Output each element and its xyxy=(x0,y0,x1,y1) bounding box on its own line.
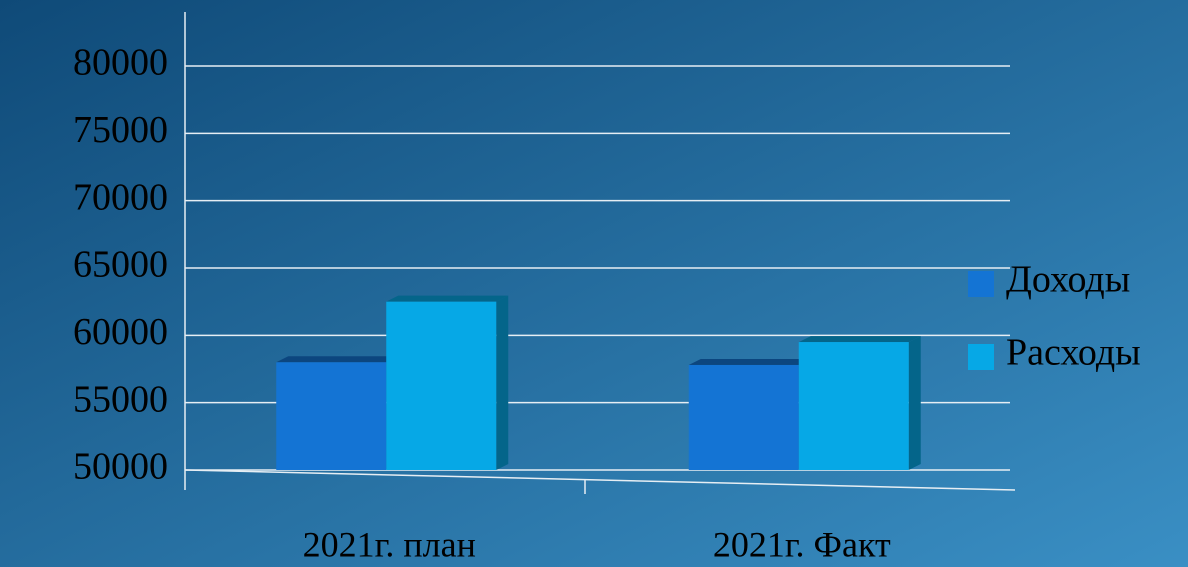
y-tick-label: 50000 xyxy=(73,446,168,488)
bar xyxy=(386,301,497,470)
y-tick-label: 75000 xyxy=(73,109,168,151)
legend-swatch xyxy=(968,344,994,370)
y-tick-label: 70000 xyxy=(73,176,168,218)
x-axis xyxy=(184,469,1016,491)
bar-top xyxy=(688,358,811,365)
bar-top xyxy=(276,356,399,363)
bar-side xyxy=(496,295,509,470)
bar xyxy=(688,364,799,470)
bar-side xyxy=(908,336,921,470)
bar xyxy=(798,342,909,470)
x-tick-label: 2021г. Факт xyxy=(713,524,891,564)
legend-label: Расходы xyxy=(1006,332,1141,374)
y-tick-label: 80000 xyxy=(73,42,168,84)
y-tick-label: 65000 xyxy=(73,244,168,286)
y-tick-label: 60000 xyxy=(73,311,168,353)
y-tick-label: 55000 xyxy=(73,378,168,420)
legend-swatch xyxy=(968,271,994,297)
bar-top xyxy=(798,336,921,343)
x-tick-label: 2021г. план xyxy=(303,524,476,564)
bar-top xyxy=(386,295,509,302)
bar xyxy=(276,362,387,470)
legend-label: Доходы xyxy=(1006,259,1130,301)
